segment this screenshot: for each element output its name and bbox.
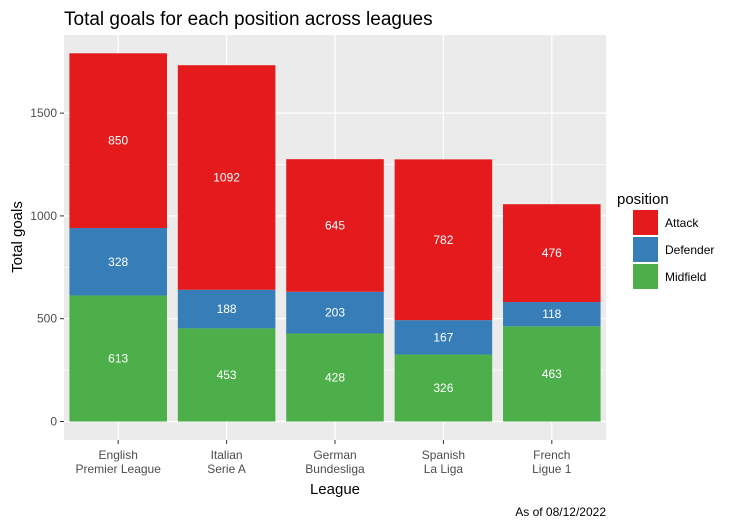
x-tick-label: German Bundesliga xyxy=(305,448,365,476)
bar-segment-attack xyxy=(286,159,384,292)
x-tick-label: Italian Serie A xyxy=(207,448,246,476)
bar-segment-defender xyxy=(503,302,601,327)
caption: As of 08/12/2022 xyxy=(515,505,606,519)
y-tick-label: 1000 xyxy=(30,209,57,223)
x-axis: English Premier League Italian Serie A Germa… xyxy=(76,440,572,476)
bar-value-label: 613 xyxy=(108,351,128,365)
bar-segment-defender xyxy=(394,320,493,355)
x-axis-title: League xyxy=(310,481,360,498)
bar-segment-attack xyxy=(69,53,167,229)
chart-title: Total goals for each position across lea… xyxy=(64,9,433,30)
legend-label: Attack xyxy=(665,216,699,230)
bar-value-label: 203 xyxy=(325,306,345,320)
y-axis-title: Total goals xyxy=(9,201,26,273)
x-tick-label: Spanish La Liga xyxy=(422,448,465,476)
bar-segment-midfield xyxy=(69,295,167,422)
bar-segment-defender xyxy=(177,289,276,329)
bar-value-label: 118 xyxy=(542,307,561,321)
bar-segment-defender xyxy=(286,291,384,334)
bar-segment-midfield xyxy=(177,328,276,422)
bar-segment-attack xyxy=(503,204,601,303)
legend-title: position xyxy=(617,191,669,208)
bar-value-label: 1092 xyxy=(213,170,240,184)
legend-key-midfield xyxy=(633,264,658,289)
legend-label: Midfield xyxy=(665,270,706,284)
bars xyxy=(69,53,601,422)
bar-value-label: 188 xyxy=(217,302,237,316)
bar-value-label: 326 xyxy=(433,381,453,395)
x-tick-label: English Premier League xyxy=(76,448,162,476)
bar-segment-attack xyxy=(394,159,493,321)
bar-segment-attack xyxy=(177,65,276,290)
legend-key-attack xyxy=(633,210,658,235)
bar-value-label: 645 xyxy=(325,218,345,232)
legend: Attack Defender Midfield xyxy=(633,210,714,289)
bar-value-label: 428 xyxy=(325,371,345,385)
bar-value-label: 463 xyxy=(542,367,562,381)
bar-segment-midfield xyxy=(394,354,493,422)
bar-value-label: 850 xyxy=(108,134,128,148)
y-tick-label: 0 xyxy=(50,414,57,428)
y-tick-label: 500 xyxy=(37,312,57,326)
bar-labels: 613 328 850 453 188 1092 428 203 645 326 167 782 463… xyxy=(108,134,562,395)
bar-value-label: 167 xyxy=(433,330,453,344)
x-tick-label: French Ligue 1 xyxy=(532,448,572,476)
bar-value-label: 328 xyxy=(108,255,128,269)
bar-value-label: 476 xyxy=(542,246,562,260)
bar-segment-midfield xyxy=(503,326,601,422)
bar-value-label: 782 xyxy=(433,233,453,247)
y-axis: 0 500 1000 1500 xyxy=(30,106,64,428)
y-tick-label: 1500 xyxy=(30,106,57,120)
legend-label: Defender xyxy=(665,243,714,257)
bar-segment-midfield xyxy=(286,333,384,422)
bar-value-label: 453 xyxy=(217,368,237,382)
bar-segment-defender xyxy=(69,228,167,296)
legend-key-defender xyxy=(633,237,658,262)
